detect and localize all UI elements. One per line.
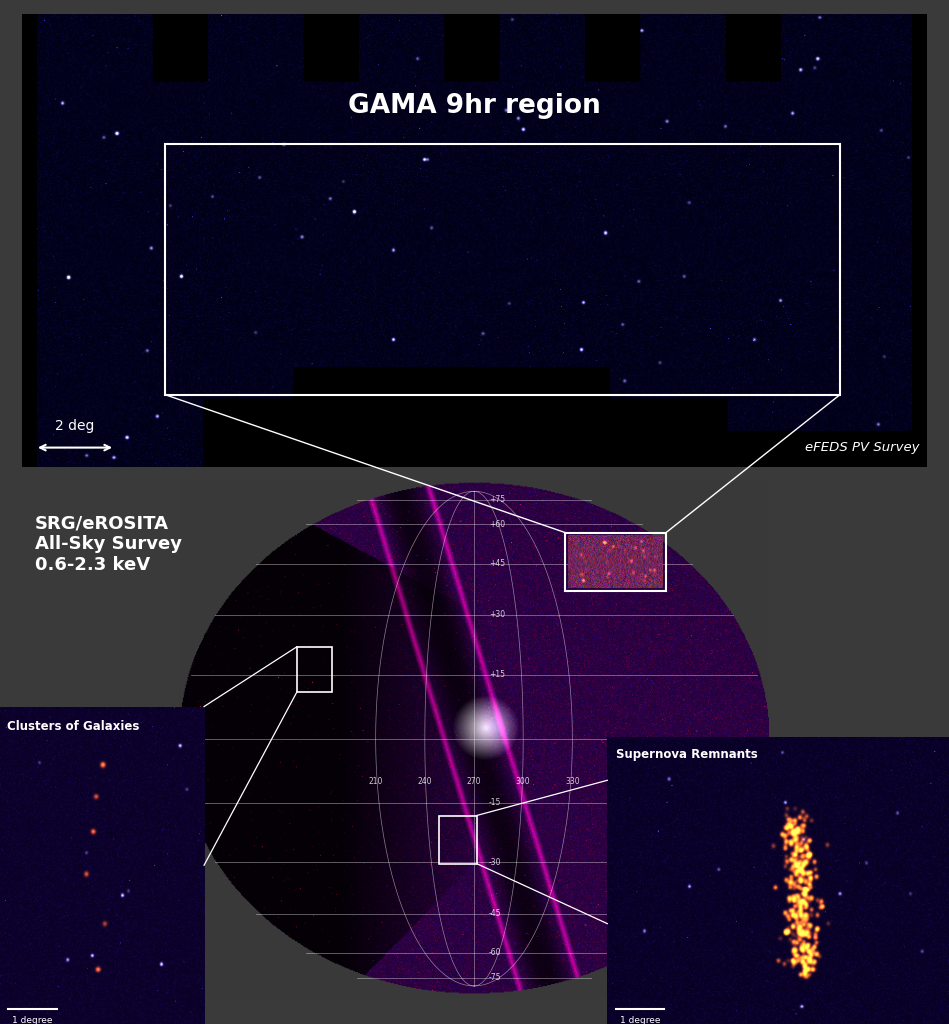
Text: eFEDS PV Survey: eFEDS PV Survey	[806, 441, 920, 454]
Bar	[297, 647, 332, 692]
Text: 240: 240	[418, 777, 432, 786]
Text: -60: -60	[489, 948, 501, 957]
Bar	[165, 144, 840, 394]
Text: GAMA 9hr region: GAMA 9hr region	[347, 93, 601, 119]
Bar	[438, 815, 476, 863]
Text: -30: -30	[489, 858, 501, 866]
Text: All-Sky Survey: All-Sky Survey	[35, 536, 182, 553]
Text: 210: 210	[368, 777, 382, 786]
Text: 330: 330	[565, 777, 580, 786]
Text: 0.6-2.3 keV: 0.6-2.3 keV	[35, 556, 150, 574]
Text: 270: 270	[467, 777, 481, 786]
Text: -75: -75	[489, 973, 501, 982]
Text: -45: -45	[489, 909, 501, 918]
Text: 1 degree: 1 degree	[620, 1016, 661, 1024]
Text: -15: -15	[489, 798, 501, 807]
Text: +75: +75	[489, 496, 505, 504]
Text: SRG/eROSITA: SRG/eROSITA	[35, 514, 169, 532]
Text: +45: +45	[489, 559, 505, 568]
Text: +15: +15	[489, 670, 505, 679]
Text: Clusters of Galaxies: Clusters of Galaxies	[8, 720, 140, 733]
Text: Supernova Remnants: Supernova Remnants	[616, 749, 757, 762]
Text: 2 deg: 2 deg	[55, 419, 95, 433]
Text: 300: 300	[516, 777, 530, 786]
Bar	[565, 532, 666, 591]
Text: 1 degree: 1 degree	[12, 1016, 53, 1024]
Text: +30: +30	[489, 610, 505, 620]
Text: +60: +60	[489, 520, 505, 529]
